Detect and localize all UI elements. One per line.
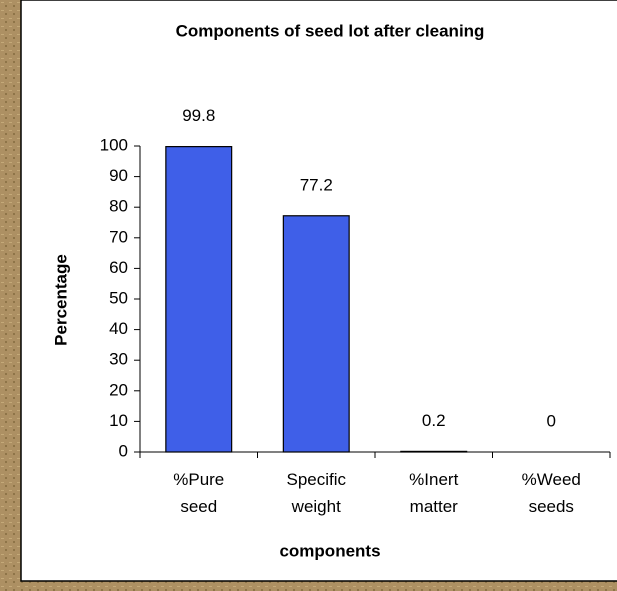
value-label: 0 xyxy=(547,411,556,430)
y-tick-label: 0 xyxy=(119,441,128,460)
bar xyxy=(282,215,350,453)
x-tick-label: %Pure seed xyxy=(173,470,224,516)
y-tick-label: 100 xyxy=(100,135,128,154)
x-axis-label: components xyxy=(279,541,380,560)
value-label: 0.2 xyxy=(422,411,446,430)
y-tick-label: 90 xyxy=(109,166,128,185)
y-tick-label: 60 xyxy=(109,258,128,277)
x-tick-label: %Inert matter xyxy=(409,470,458,516)
y-tick-label: 40 xyxy=(109,319,128,338)
bar xyxy=(400,450,468,453)
bar xyxy=(165,146,233,453)
value-label: 77.2 xyxy=(300,175,333,194)
y-tick-label: 80 xyxy=(109,197,128,216)
y-tick-label: 20 xyxy=(109,380,128,399)
x-tick-label: Specific weight xyxy=(286,470,346,516)
y-tick-label: 50 xyxy=(109,288,128,307)
y-tick-label: 10 xyxy=(109,411,128,430)
x-tick-label: %Weed seeds xyxy=(522,470,581,516)
value-label: 99.8 xyxy=(182,106,215,125)
y-tick-label: 30 xyxy=(109,350,128,369)
y-axis-label: Percentage xyxy=(51,254,70,346)
y-tick-label: 70 xyxy=(109,227,128,246)
chart-title: Components of seed lot after cleaning xyxy=(176,21,485,40)
